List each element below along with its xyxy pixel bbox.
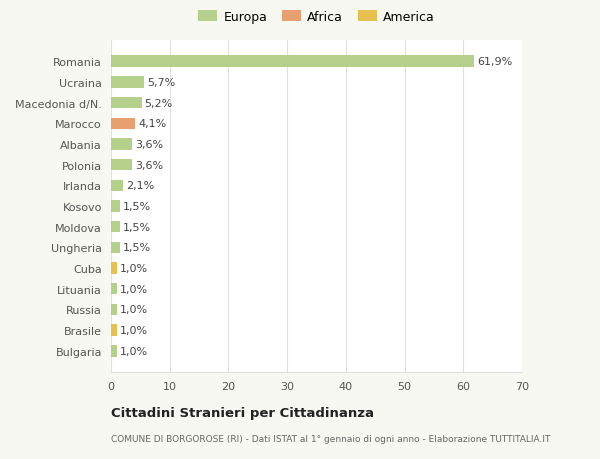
Bar — [111, 346, 117, 357]
Text: 5,2%: 5,2% — [145, 98, 173, 108]
Bar — [111, 98, 142, 109]
Text: 5,7%: 5,7% — [148, 78, 176, 88]
Legend: Europa, Africa, America: Europa, Africa, America — [193, 6, 440, 28]
Text: 1,5%: 1,5% — [123, 202, 151, 212]
Text: 1,0%: 1,0% — [120, 346, 148, 356]
Bar — [111, 304, 117, 315]
Text: Cittadini Stranieri per Cittadinanza: Cittadini Stranieri per Cittadinanza — [111, 406, 374, 419]
Bar — [111, 56, 475, 67]
Text: 61,9%: 61,9% — [478, 57, 512, 67]
Text: 1,5%: 1,5% — [123, 222, 151, 232]
Text: 1,0%: 1,0% — [120, 305, 148, 315]
Bar — [111, 242, 120, 253]
Bar — [111, 160, 132, 171]
Bar — [111, 222, 120, 233]
Bar — [111, 180, 124, 191]
Text: 1,0%: 1,0% — [120, 284, 148, 294]
Text: 4,1%: 4,1% — [138, 119, 166, 129]
Text: 1,0%: 1,0% — [120, 263, 148, 274]
Bar — [111, 139, 132, 150]
Bar — [111, 325, 117, 336]
Text: 3,6%: 3,6% — [135, 160, 163, 170]
Text: 3,6%: 3,6% — [135, 140, 163, 150]
Bar — [111, 201, 120, 212]
Text: 1,5%: 1,5% — [123, 243, 151, 253]
Text: 2,1%: 2,1% — [126, 181, 155, 191]
Text: 1,0%: 1,0% — [120, 325, 148, 336]
Bar — [111, 118, 135, 129]
Bar — [111, 284, 117, 295]
Bar — [111, 263, 117, 274]
Text: COMUNE DI BORGOROSE (RI) - Dati ISTAT al 1° gennaio di ogni anno - Elaborazione : COMUNE DI BORGOROSE (RI) - Dati ISTAT al… — [111, 434, 550, 443]
Bar — [111, 77, 145, 88]
